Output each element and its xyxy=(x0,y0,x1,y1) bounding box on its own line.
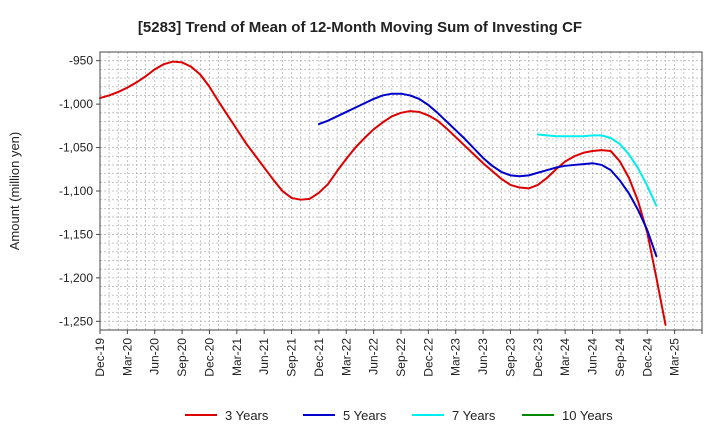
x-tick-label: Dec-23 xyxy=(531,338,545,377)
y-tick-label: -950 xyxy=(69,54,93,68)
legend: 3 Years 5 Years 7 Years 10 Years xyxy=(185,408,613,423)
y-tick-label: -1,050 xyxy=(59,141,93,155)
legend-label-5-years: 5 Years xyxy=(343,408,387,423)
y-tick-label: -1,150 xyxy=(59,227,93,241)
x-tick-label: Mar-24 xyxy=(558,338,572,376)
series-line-3-years xyxy=(99,60,667,326)
x-tick-label: Dec-22 xyxy=(421,338,435,377)
x-tick-label: Mar-22 xyxy=(339,338,353,376)
series-lines xyxy=(99,60,667,326)
y-tick-label: -1,250 xyxy=(59,314,93,328)
series-line-7-years xyxy=(536,133,658,207)
x-tick-label: Sep-20 xyxy=(175,338,189,377)
x-tick-label: Dec-20 xyxy=(202,338,216,377)
y-axis-label: Amount (million yen) xyxy=(7,132,22,251)
y-tick-label: -1,100 xyxy=(59,184,93,198)
x-tick-label: Dec-21 xyxy=(312,338,326,377)
x-tick-label: Jun-23 xyxy=(476,338,490,375)
x-tick-label: Jun-24 xyxy=(586,338,600,375)
y-tick-label: -1,200 xyxy=(59,271,93,285)
x-tick-label: Dec-24 xyxy=(640,338,654,377)
chart-title: [5283] Trend of Mean of 12-Month Moving … xyxy=(138,19,582,36)
x-tick-label: Jun-22 xyxy=(367,338,381,375)
x-tick-label: Mar-23 xyxy=(449,338,463,376)
y-tick-label: -1,000 xyxy=(59,97,93,111)
x-tick-label: Dec-19 xyxy=(93,338,107,377)
x-tick-label: Mar-25 xyxy=(668,338,682,376)
x-tick-label: Sep-22 xyxy=(394,338,408,377)
legend-label-3-years: 3 Years xyxy=(225,408,269,423)
x-tick-label: Jun-20 xyxy=(148,338,162,375)
x-tick-label: Sep-23 xyxy=(503,338,517,377)
legend-label-7-years: 7 Years xyxy=(452,408,496,423)
legend-label-10-years: 10 Years xyxy=(562,408,613,423)
series-line-5-years xyxy=(317,92,658,258)
x-tick-label: Mar-20 xyxy=(120,338,134,376)
x-tick-label: Sep-24 xyxy=(613,338,627,377)
x-tick-label: Sep-21 xyxy=(285,338,299,377)
x-tick-label: Jun-21 xyxy=(257,338,271,375)
x-tick-label: Mar-21 xyxy=(230,338,244,376)
axis-ticks: -950 -1,000 -1,050 -1,100 -1,150 -1,200 -1,250… xyxy=(59,54,703,377)
